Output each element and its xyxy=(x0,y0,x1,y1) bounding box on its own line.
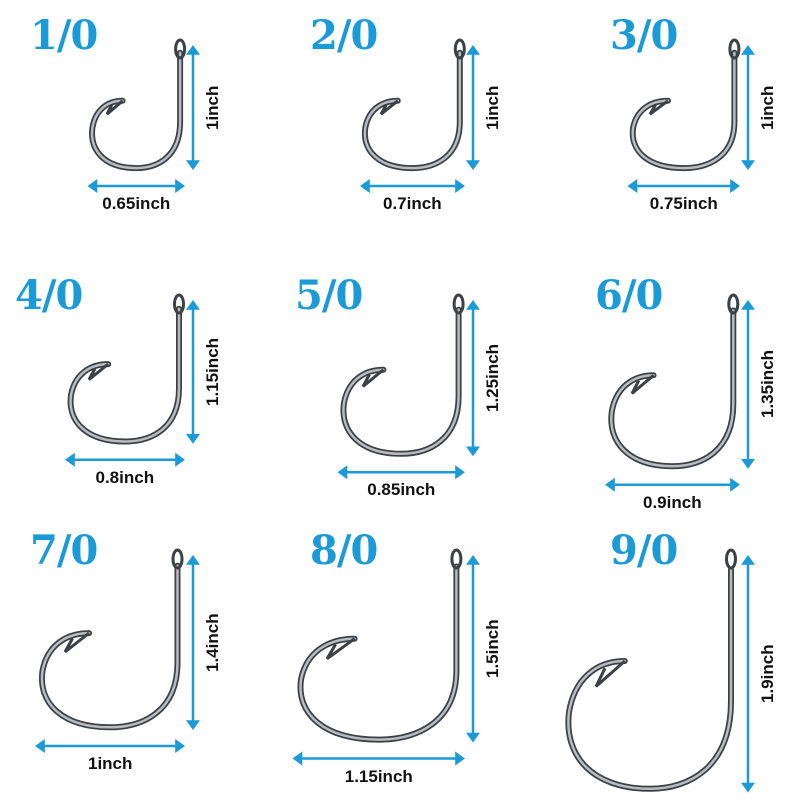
height-arrow-down-icon xyxy=(466,732,480,743)
height-arrow-down-icon xyxy=(186,433,200,444)
hook-barb xyxy=(105,99,124,116)
hook-eye xyxy=(728,38,741,60)
height-arrow-down-icon xyxy=(466,446,480,457)
height-arrow-up-icon xyxy=(741,555,755,565)
width-arrow-right-icon xyxy=(175,179,185,193)
height-label: 1.9inch xyxy=(758,644,777,704)
height-label: 1inch xyxy=(483,85,502,130)
hook-outline xyxy=(297,563,460,743)
hook-eye xyxy=(171,548,184,570)
hook-outline xyxy=(89,49,184,172)
height-arrow-up-icon xyxy=(186,45,200,55)
width-label: 0.85inch xyxy=(367,480,436,500)
hook-barb xyxy=(594,659,626,688)
height-arrow-up-icon xyxy=(466,300,480,310)
hook-outline xyxy=(38,562,181,731)
hook-barb xyxy=(630,374,655,395)
height-arrow-down-icon xyxy=(741,160,755,170)
height-arrow-up-icon xyxy=(741,300,755,310)
hook-barb xyxy=(379,99,399,116)
hook-size-label: 4/0 xyxy=(15,272,83,319)
width-arrow-left-icon xyxy=(337,465,348,480)
width-arrow-left-icon xyxy=(87,179,98,193)
hook-highlight xyxy=(631,51,736,170)
width-label: 1.15inch xyxy=(344,766,413,786)
height-arrow-up-icon xyxy=(741,45,755,55)
hook-size-label: 3/0 xyxy=(610,12,678,59)
height-label: 1.25inch xyxy=(483,344,502,413)
hook-outline xyxy=(361,49,463,172)
hook-outline xyxy=(565,566,734,792)
hook-barb xyxy=(87,362,110,381)
hook-barb xyxy=(361,368,385,388)
hook-highlight xyxy=(299,565,458,741)
width-arrow-left-icon xyxy=(627,179,638,193)
height-arrow-down-icon xyxy=(186,160,200,170)
hook-outline xyxy=(629,49,738,172)
hook-highlight xyxy=(90,51,182,170)
hook-eye xyxy=(727,293,740,315)
hook-barb xyxy=(648,99,669,116)
hook-outline xyxy=(340,306,462,457)
height-label: 1.15inch xyxy=(203,337,222,406)
width-arrow-left-icon xyxy=(292,751,303,766)
hook-size-label: 2/0 xyxy=(310,12,378,59)
hook-eye xyxy=(453,38,466,60)
height-arrow-up-icon xyxy=(466,45,480,55)
height-arrow-down-icon xyxy=(741,458,755,469)
height-label: 1.35inch xyxy=(758,350,777,419)
width-arrow-right-icon xyxy=(455,465,465,480)
height-arrow-up-icon xyxy=(466,555,480,565)
hook-highlight xyxy=(40,564,179,729)
height-label: 1inch xyxy=(758,85,777,130)
width-label: 0.7inch xyxy=(383,194,442,213)
width-arrow-right-icon xyxy=(455,751,465,766)
height-arrow-down-icon xyxy=(466,160,480,170)
height-label: 1.5inch xyxy=(483,619,502,679)
width-arrow-right-icon xyxy=(175,452,185,467)
hook-size-label: 9/0 xyxy=(610,527,678,574)
hook-eye xyxy=(452,293,465,315)
height-label: 1inch xyxy=(203,85,222,130)
hook-highlight xyxy=(610,309,735,468)
width-label: 0.65inch xyxy=(102,194,171,213)
hook-size-label: 8/0 xyxy=(310,527,378,574)
width-label: 0.9inch xyxy=(643,492,702,512)
hook-highlight xyxy=(363,51,462,170)
width-label: 0.75inch xyxy=(649,194,718,213)
width-label: 0.8inch xyxy=(95,467,155,487)
width-label: 1inch xyxy=(88,754,133,773)
hook-highlight xyxy=(567,568,733,791)
width-arrow-right-icon xyxy=(175,739,185,753)
hook-size-label: 5/0 xyxy=(295,272,363,319)
width-arrow-left-icon xyxy=(35,739,45,753)
width-arrow-left-icon xyxy=(360,179,370,193)
hook-eye xyxy=(174,38,187,60)
hook-highlight xyxy=(69,307,181,443)
width-arrow-left-icon xyxy=(605,477,615,492)
width-arrow-right-icon xyxy=(730,477,740,492)
height-arrow-up-icon xyxy=(186,555,200,565)
hook-eye xyxy=(450,548,463,570)
width-arrow-right-icon xyxy=(455,179,465,193)
height-arrow-down-icon xyxy=(741,782,755,793)
hook-outline xyxy=(608,307,737,470)
height-label: 1.4inch xyxy=(203,613,222,672)
width-arrow-left-icon xyxy=(65,452,75,467)
hook-highlight xyxy=(342,308,460,456)
hook-eye xyxy=(725,548,737,570)
hook-size-label: 1/0 xyxy=(30,12,98,59)
hook-eye xyxy=(173,293,185,315)
height-arrow-up-icon xyxy=(186,300,200,310)
hook-size-label: 7/0 xyxy=(30,527,98,574)
height-arrow-down-icon xyxy=(186,720,200,730)
hook-size-label: 6/0 xyxy=(595,272,663,319)
hook-barb xyxy=(63,631,90,654)
hook-outline xyxy=(67,305,182,445)
width-arrow-right-icon xyxy=(730,179,740,193)
hook-barb xyxy=(325,637,356,661)
